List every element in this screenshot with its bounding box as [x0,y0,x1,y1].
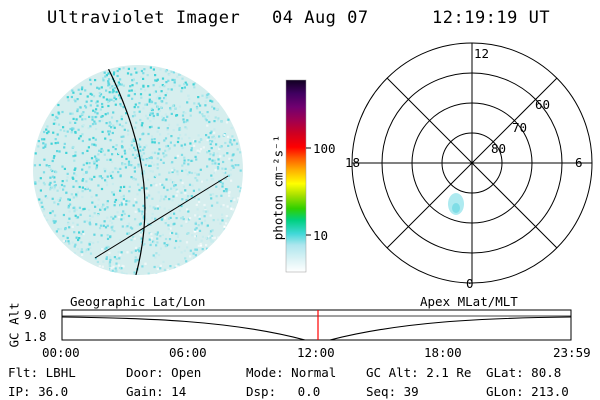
image-title: Ultraviolet Imager [47,8,241,28]
timeline-y-tick-top: 9.0 [24,307,47,322]
color-bar [285,79,311,273]
colorbar-tick-10: 10 [313,228,329,243]
mlt-label-12: 12 [474,46,490,61]
info-seq: Seq: 39 [366,384,419,399]
polar-mlat-mlt-plot [351,42,593,284]
info-dsp: Dsp: 0.0 [246,384,321,399]
geographic-label: Geographic Lat/Lon [70,294,206,309]
earth-disk [33,65,243,275]
info-glon: GLon: 213.0 [486,384,569,399]
timeline-y-axis-label: GC Alt [6,302,22,348]
timeline-x-tick-3: 18:00 [424,345,462,360]
mlat-label-70: 70 [512,120,528,135]
observation-time: 12:19:19 UT [432,8,551,28]
mlt-label-6: 6 [575,155,583,170]
timeline-x-tick-1: 06:00 [169,345,207,360]
info-door: Door: Open [126,365,202,380]
mlat-label-60: 60 [535,97,551,112]
colorbar-tick-100: 100 [313,141,336,156]
orbit-timeline [61,309,572,341]
ground-track-line [94,175,229,259]
info-gain: Gain: 14 [126,384,187,399]
info-gc-alt: GC Alt: 2.1 Re [366,365,472,380]
timeline-x-tick-2: 12:00 [297,345,335,360]
observation-date: 04 Aug 07 [272,8,369,28]
timeline-x-tick-4: 23:59 [553,345,591,360]
info-flt: Flt: LBHL [8,365,76,380]
mlt-label-0: 0 [466,276,474,291]
info-glat: GLat: 80.8 [486,365,562,380]
timeline-y-tick-bottom: 1.8 [24,329,47,344]
info-ip: IP: 36.0 [8,384,69,399]
info-mode: Mode: Normal [246,365,337,380]
colorbar-unit-label: photon cm⁻²s⁻¹ [270,134,286,241]
mlat-label-80: 80 [491,141,507,156]
timeline-x-tick-0: 00:00 [42,345,80,360]
apex-label: Apex MLat/MLT [420,294,518,309]
mlt-label-18: 18 [345,155,361,170]
terminator-line [104,65,146,275]
